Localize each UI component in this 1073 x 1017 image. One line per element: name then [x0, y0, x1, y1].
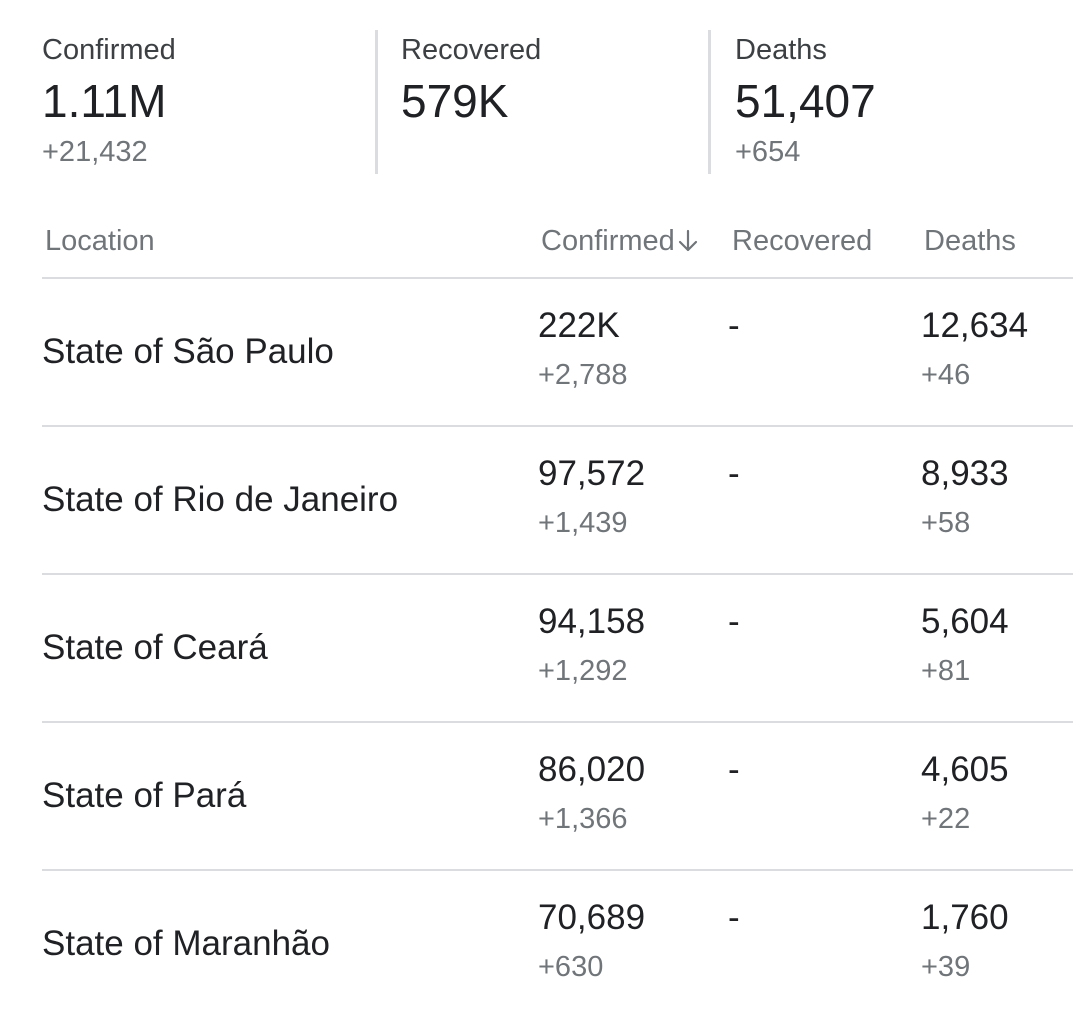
stat-deaths-value: 51,407 — [735, 75, 876, 127]
arrow-down-icon — [678, 229, 697, 252]
stat-recovered: Recovered 579K — [375, 30, 731, 174]
cell-deaths: 12,634 +46 — [921, 305, 1028, 393]
cell-recovered: - — [728, 897, 740, 939]
cell-confirmed-value: 86,020 — [538, 750, 646, 789]
cell-confirmed: 94,158 +1,292 — [538, 601, 645, 689]
cell-deaths-value: 4,605 — [921, 750, 1009, 789]
cell-deaths: 5,604 +81 — [921, 601, 1009, 689]
cell-recovered: - — [728, 453, 740, 495]
cell-confirmed: 86,020 +1,366 — [538, 749, 645, 837]
column-header-deaths[interactable]: Deaths — [924, 225, 1016, 257]
stat-deaths: Deaths 51,407 +654 — [708, 30, 1065, 174]
table-row[interactable]: State of Maranhão 70,689 +630 - 1,760 +3… — [42, 871, 1073, 1017]
cell-location: State of Maranhão — [42, 924, 330, 963]
cell-confirmed-delta: +1,292 — [538, 655, 628, 687]
cell-deaths-delta: +81 — [921, 655, 971, 687]
table-header: Location Confirmed Recovered Deaths — [42, 215, 1073, 279]
cell-confirmed-value: 222K — [538, 306, 620, 345]
cell-location: State of São Paulo — [42, 332, 334, 371]
column-header-location[interactable]: Location — [45, 225, 155, 257]
cell-confirmed-delta: +630 — [538, 951, 604, 983]
cell-deaths-value: 8,933 — [921, 454, 1009, 493]
stat-deaths-label: Deaths — [735, 34, 827, 66]
cell-confirmed: 70,689 +630 — [538, 897, 645, 985]
column-header-recovered[interactable]: Recovered — [732, 225, 873, 257]
cell-deaths-delta: +46 — [921, 359, 971, 391]
cell-deaths-value: 12,634 — [921, 306, 1029, 345]
cell-confirmed-delta: +1,439 — [538, 507, 628, 539]
stat-confirmed-delta: +21,432 — [42, 136, 148, 168]
locations-table: Location Confirmed Recovered Deaths Stat… — [42, 215, 1073, 1017]
table-row[interactable]: State of Pará 86,020 +1,366 - 4,605 +22 — [42, 723, 1073, 871]
cell-location: State of Pará — [42, 776, 247, 815]
cell-confirmed: 222K +2,788 — [538, 305, 628, 393]
cell-confirmed-value: 97,572 — [538, 454, 646, 493]
stat-recovered-label: Recovered — [401, 34, 542, 66]
stat-confirmed-label: Confirmed — [42, 34, 176, 66]
cell-recovered: - — [728, 305, 740, 347]
cell-recovered: - — [728, 601, 740, 643]
cell-deaths-delta: +58 — [921, 507, 971, 539]
summary-stats: Confirmed 1.11M +21,432 Recovered 579K D… — [0, 0, 1073, 200]
cell-deaths: 4,605 +22 — [921, 749, 1009, 837]
cell-location: State of Rio de Janeiro — [42, 480, 399, 519]
cell-location: State of Ceará — [42, 628, 268, 667]
cell-confirmed-delta: +1,366 — [538, 803, 628, 835]
table-row[interactable]: State of Ceará 94,158 +1,292 - 5,604 +81 — [42, 575, 1073, 723]
cell-confirmed-value: 70,689 — [538, 898, 646, 937]
stat-confirmed: Confirmed 1.11M +21,432 — [42, 30, 372, 174]
cell-recovered-value: - — [728, 898, 740, 937]
cell-recovered-value: - — [728, 454, 740, 493]
cell-deaths-value: 5,604 — [921, 602, 1009, 641]
stat-confirmed-value: 1.11M — [42, 75, 167, 127]
cell-recovered: - — [728, 749, 740, 791]
cell-deaths-delta: +39 — [921, 951, 971, 983]
cell-deaths-value: 1,760 — [921, 898, 1009, 937]
cell-confirmed-value: 94,158 — [538, 602, 646, 641]
cell-recovered-value: - — [728, 306, 740, 345]
table-row[interactable]: State of Rio de Janeiro 97,572 +1,439 - … — [42, 427, 1073, 575]
cell-deaths: 1,760 +39 — [921, 897, 1009, 985]
column-header-confirmed-label: Confirmed — [541, 225, 675, 257]
stat-deaths-delta: +654 — [735, 136, 801, 168]
cell-recovered-value: - — [728, 602, 740, 641]
stat-recovered-value: 579K — [401, 75, 509, 127]
table-body: State of São Paulo 222K +2,788 - 12,634 … — [42, 279, 1073, 1017]
cell-recovered-value: - — [728, 750, 740, 789]
column-header-confirmed[interactable]: Confirmed — [541, 223, 699, 259]
cell-deaths: 8,933 +58 — [921, 453, 1009, 541]
cell-deaths-delta: +22 — [921, 803, 971, 835]
cell-confirmed-delta: +2,788 — [538, 359, 628, 391]
table-row[interactable]: State of São Paulo 222K +2,788 - 12,634 … — [42, 279, 1073, 427]
cell-confirmed: 97,572 +1,439 — [538, 453, 645, 541]
